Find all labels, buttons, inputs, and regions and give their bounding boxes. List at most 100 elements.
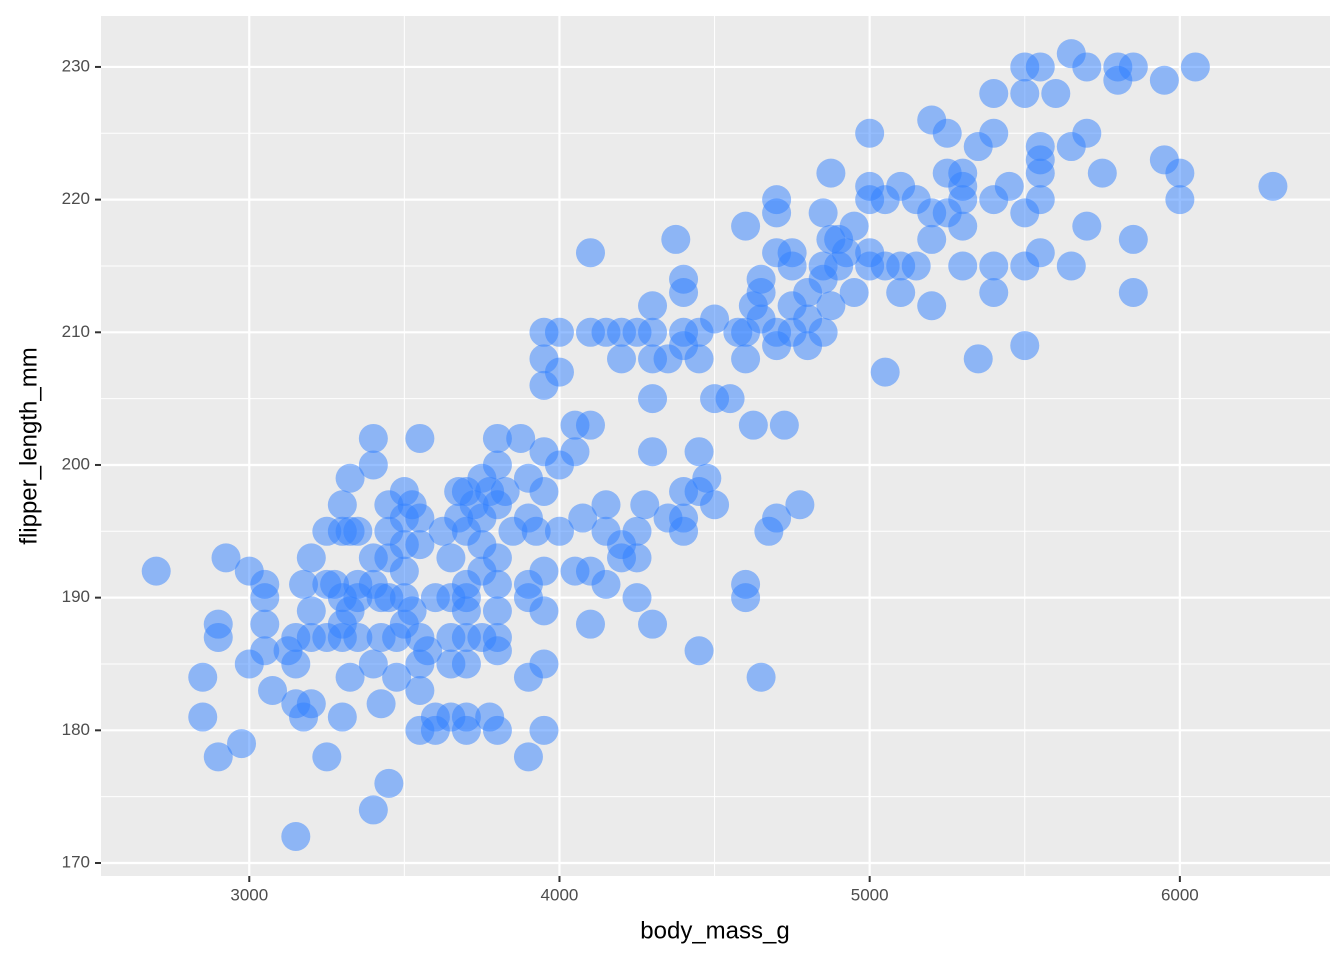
point: [1010, 331, 1040, 361]
point: [397, 596, 427, 626]
point: [575, 609, 605, 639]
point: [413, 636, 443, 666]
point: [529, 556, 559, 586]
points: [141, 39, 1288, 851]
point: [638, 317, 668, 347]
y-tick-label: 170: [62, 852, 90, 871]
y-tick-label: 180: [62, 720, 90, 739]
point: [211, 543, 241, 573]
point: [482, 596, 512, 626]
point: [1025, 238, 1055, 268]
point: [141, 556, 171, 586]
point: [405, 423, 435, 453]
point: [575, 410, 605, 440]
point: [327, 702, 357, 732]
point: [482, 423, 512, 453]
point: [684, 437, 714, 467]
point: [529, 715, 559, 745]
point: [630, 490, 660, 520]
point: [358, 795, 388, 825]
point: [808, 198, 838, 228]
point: [312, 742, 342, 772]
point: [451, 596, 481, 626]
point: [979, 277, 1009, 307]
point: [1165, 158, 1195, 188]
axes: 3000 4000 5000 6000 170 180 190 200 210 220 230: [62, 56, 1199, 904]
y-tick-label: 200: [62, 454, 90, 473]
point: [281, 649, 311, 679]
point: [839, 211, 869, 241]
x-axis-title: body_mass_g: [640, 917, 789, 944]
point: [451, 649, 481, 679]
point: [203, 622, 233, 652]
point: [692, 463, 722, 493]
point: [622, 583, 652, 613]
point: [746, 277, 776, 307]
point: [948, 251, 978, 281]
point: [521, 516, 551, 546]
point: [281, 821, 311, 851]
point: [917, 291, 947, 321]
point: [1072, 52, 1102, 82]
point: [1072, 211, 1102, 241]
point: [1118, 52, 1148, 82]
point: [296, 689, 326, 719]
point: [638, 291, 668, 321]
y-tick-label: 210: [62, 322, 90, 341]
point: [250, 636, 280, 666]
point: [482, 636, 512, 666]
point: [917, 224, 947, 254]
y-tick-label: 190: [62, 587, 90, 606]
point: [886, 277, 916, 307]
point: [700, 490, 730, 520]
point: [289, 569, 319, 599]
point: [405, 503, 435, 533]
point: [948, 211, 978, 241]
point: [513, 742, 543, 772]
point: [366, 689, 396, 719]
point: [932, 118, 962, 148]
point: [870, 357, 900, 387]
point: [762, 198, 792, 228]
point: [731, 211, 761, 241]
point: [258, 676, 288, 706]
x-tick-label: 5000: [851, 885, 889, 904]
point: [296, 543, 326, 573]
point: [343, 516, 373, 546]
point: [715, 384, 745, 414]
point: [622, 516, 652, 546]
point: [738, 410, 768, 440]
point: [1165, 185, 1195, 215]
point: [769, 410, 799, 440]
point: [188, 702, 218, 732]
point: [1056, 251, 1086, 281]
point: [901, 251, 931, 281]
panel: [101, 16, 1330, 876]
point: [661, 224, 691, 254]
point: [979, 78, 1009, 108]
point: [622, 543, 652, 573]
point: [948, 185, 978, 215]
point: [839, 277, 869, 307]
point: [591, 569, 621, 599]
point: [529, 649, 559, 679]
point: [358, 423, 388, 453]
point: [746, 662, 776, 692]
point: [994, 171, 1024, 201]
point: [979, 118, 1009, 148]
point: [203, 742, 233, 772]
point: [700, 304, 730, 334]
y-tick-label: 230: [62, 56, 90, 75]
point: [638, 437, 668, 467]
point: [669, 516, 699, 546]
point: [335, 662, 365, 692]
point: [389, 556, 419, 586]
point: [1149, 65, 1179, 95]
point: [560, 437, 590, 467]
point: [335, 463, 365, 493]
y-tick-label: 220: [62, 189, 90, 208]
point: [358, 649, 388, 679]
point: [1025, 185, 1055, 215]
